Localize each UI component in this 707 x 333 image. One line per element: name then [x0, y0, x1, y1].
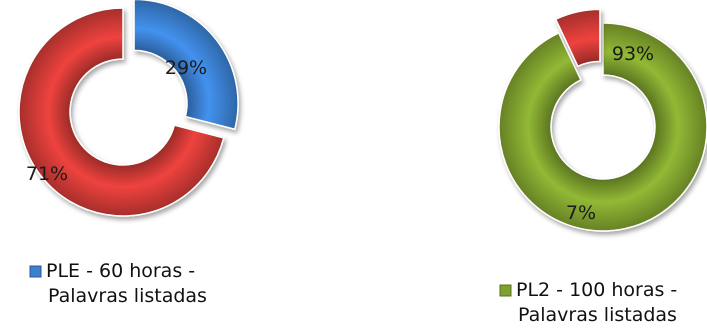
- legend-label-line1: PLE - 60 horas -: [46, 260, 195, 282]
- legend-label-line1: PL2 - 100 horas -: [516, 279, 677, 301]
- slice-data-label: 93%: [612, 43, 654, 65]
- chart-legend: PLE - 60 horas - Palavras listadas: [29, 260, 207, 307]
- slice-data-label: 7%: [566, 202, 596, 224]
- chart-legend: PL2 - 100 horas - Palavras listadas: [499, 279, 677, 326]
- slice-29pct: [133, 0, 239, 131]
- legend-label-line2: Palavras listadas: [48, 285, 207, 307]
- doughnut-chart-ple: 29% 71% PLE - 60 horas - Palavras listadas: [18, 0, 239, 307]
- slice-71pct: [18, 7, 225, 217]
- legend-label-line2: Palavras listadas: [518, 304, 677, 326]
- slice-7pct: [554, 8, 601, 68]
- slice-data-label: 71%: [26, 163, 68, 185]
- doughnut-chart-pl2: 93% 7% PL2 - 100 horas - Palavras listadas: [498, 8, 707, 326]
- legend-swatch: [29, 265, 42, 278]
- slice-data-label: 29%: [165, 57, 207, 79]
- slice-93pct: [498, 22, 707, 232]
- legend-swatch: [499, 284, 512, 297]
